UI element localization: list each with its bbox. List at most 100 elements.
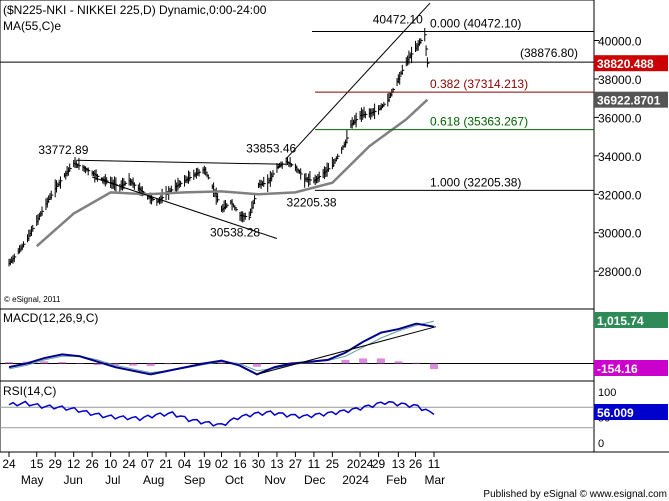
price-bars	[8, 27, 430, 267]
x-tick-label: 11	[308, 457, 321, 471]
macd-histogram-bar	[235, 363, 244, 365]
fib-level-label: 0.000 (40472.10)	[430, 16, 521, 30]
ma-line	[35, 98, 429, 248]
x-tick-label: 07	[141, 457, 155, 471]
ma-line-group	[35, 98, 429, 248]
macd-histogram-bar	[111, 363, 120, 366]
x-tick-label: 24	[122, 457, 136, 471]
x-tick-label: 29	[372, 457, 386, 471]
copyright-text: © eSignal, 2011	[4, 295, 61, 304]
price-y-tick-label: 32000.0	[598, 188, 642, 202]
published-footer: Published by eSignal © www.esignal.com	[483, 489, 667, 500]
month-label: Nov	[264, 473, 285, 487]
x-tick-label: 26	[409, 457, 423, 471]
month-label: Feb	[386, 473, 407, 487]
macd-histogram-bar	[376, 358, 385, 364]
price-y-tick-label: 34000.0	[598, 150, 642, 164]
upper-trendline	[76, 159, 287, 165]
macd-histogram-bar	[40, 361, 49, 364]
month-label: Mar	[424, 473, 445, 487]
price-y-tick-label: 40000.0	[598, 35, 642, 49]
macd-histogram-bar	[323, 362, 332, 364]
fib-level-label: 0.382 (37314.213)	[430, 77, 528, 91]
x-tick-label: 29	[49, 457, 63, 471]
x-tick-label: 30	[252, 457, 266, 471]
macd-histogram-bar	[306, 362, 315, 364]
macd-histogram-bar	[412, 362, 421, 364]
pivot-label: 32205.38	[287, 195, 337, 209]
rsi-badge-bg	[594, 404, 668, 420]
x-tick-label: 11	[428, 457, 441, 471]
ma-label: MA(55,C)e	[3, 19, 61, 33]
x-tick-label: 16	[233, 457, 247, 471]
price-y-tick-label: 30000.0	[598, 227, 642, 241]
x-tick-label: 10	[104, 457, 118, 471]
macd-title: MACD(12,26,9,C)	[3, 311, 98, 325]
rsi-group: 10050056.009	[0, 387, 668, 450]
rsi-title: RSI(14,C)	[3, 384, 56, 398]
pivot-label: 40472.10	[373, 12, 423, 26]
ma-value-badge-bg	[594, 91, 668, 108]
pivot-label: 33853.46	[246, 142, 296, 156]
price-y-tick-label: 36000.0	[598, 111, 642, 125]
x-tick-label: 19	[198, 457, 212, 471]
hist-badge-bg	[594, 360, 668, 376]
macd-histogram-bar	[430, 363, 438, 370]
price-y-tick-label: 28000.0	[598, 265, 642, 279]
macd-histogram-bar	[270, 362, 279, 364]
x-tick-label: 13	[270, 457, 284, 471]
macd-histogram-bar	[341, 359, 350, 364]
last-price-badge-bg	[594, 55, 668, 72]
rally-trendline	[285, 2, 431, 160]
price-y-tick-label: 38000.0	[598, 73, 642, 87]
fib-level-label: 1.000 (32205.38)	[430, 175, 521, 189]
rsi-value-badge: 56.009	[597, 406, 634, 420]
fibonacci-levels: 0.000 (40472.10) 0.382 (37314.213) 0.618 (…	[0, 16, 594, 191]
macd-histogram-bar	[93, 363, 102, 365]
macd-histogram-bar	[128, 363, 137, 366]
month-label: Jun	[63, 473, 82, 487]
x-tick-label: 02	[215, 457, 229, 471]
macd-histogram-bar	[5, 362, 13, 364]
macd-value-badge: 1,015.74	[597, 314, 644, 328]
macd-histogram-bar	[164, 363, 173, 365]
fib-level-label: 0.618 (35363.267)	[430, 115, 528, 129]
last-price-badge: 38820.488	[597, 57, 654, 71]
x-tick-label: 21	[159, 457, 173, 471]
chart-title: ($N225-NKI - NIKKEI 225,D) Dynamic,0:00-…	[3, 3, 267, 17]
rsi-y-tick: 100	[598, 387, 616, 399]
x-tick-label: 26	[85, 457, 99, 471]
macd-histogram-bar	[182, 362, 191, 364]
x-tick-label: 04	[178, 457, 192, 471]
month-label: May	[21, 473, 44, 487]
price-panel	[0, 0, 595, 310]
support-line-label: (38876.80)	[520, 46, 578, 60]
macd-histogram-bar	[359, 358, 368, 364]
month-label: Aug	[143, 473, 164, 487]
macd-histogram-bar	[58, 362, 67, 364]
macd-panel	[0, 308, 595, 382]
month-label: Jul	[105, 473, 120, 487]
month-label: Sep	[184, 473, 206, 487]
x-tick-label: 13	[392, 457, 406, 471]
macd-histogram-bar	[394, 361, 403, 364]
axes-group: 40000.0 38000.0 36000.0 34000.0 32000.0 30000…	[2, 35, 668, 487]
macd-histogram-bar	[252, 363, 261, 367]
month-label: 2024	[342, 473, 369, 487]
x-tick-label: 15	[30, 457, 44, 471]
macd-line	[8, 322, 435, 376]
macd-histogram-bar	[146, 363, 155, 367]
trendlines: 33772.89 30538.28 33853.46 32205.38 40472.10	[38, 2, 431, 239]
rsi-y-tick: 0	[598, 438, 604, 450]
month-label: Oct	[225, 473, 244, 487]
macd-trendline	[256, 326, 437, 375]
x-tick-label: 25	[326, 457, 340, 471]
pivot-label: 33772.89	[38, 143, 88, 157]
macd-group: 01,015.74-154.16	[0, 312, 668, 376]
x-tick-label: 2024	[347, 457, 374, 471]
month-label: Dec	[304, 473, 325, 487]
x-tick-label: 24	[2, 457, 16, 471]
macd-histogram-bar	[217, 362, 226, 364]
pivot-label: 30538.28	[210, 225, 260, 239]
